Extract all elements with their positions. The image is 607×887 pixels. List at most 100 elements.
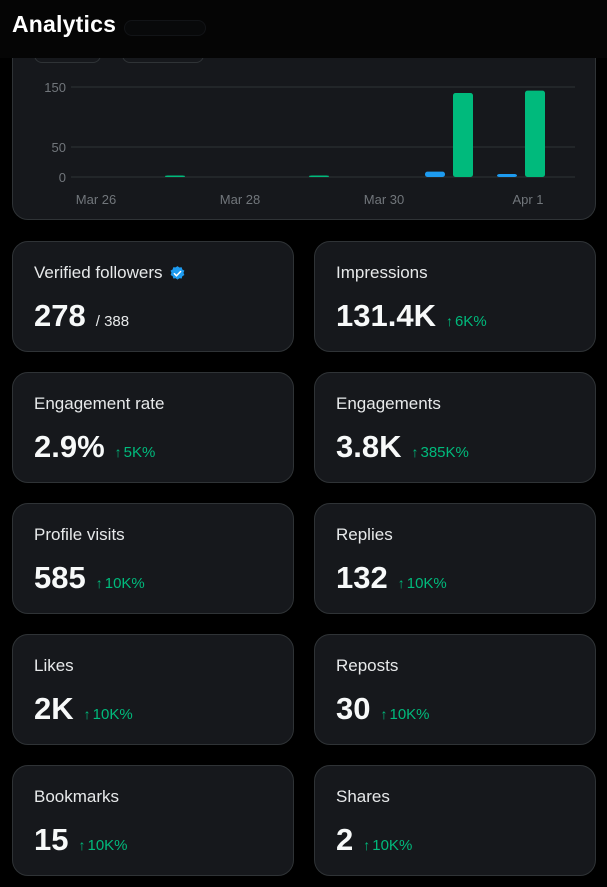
arrow-up-icon: ↑	[411, 444, 419, 460]
metric-delta: ↑ 385K%	[411, 444, 468, 461]
chart-bar[interactable]	[309, 175, 329, 178]
y-tick-label: 0	[59, 170, 66, 185]
metric-delta-value: 385K%	[420, 444, 469, 461]
metric-label: Shares	[336, 787, 390, 806]
metric-total: / 388	[95, 313, 130, 330]
metric-delta: ↑ 6K%	[446, 313, 487, 330]
metric-card-engagement-rate[interactable]: Engagement rate 2.9% ↑ 5K%	[12, 372, 294, 483]
chart-bar[interactable]	[497, 174, 517, 177]
metric-label-row: Engagement rate	[34, 394, 164, 414]
arrow-up-icon: ↑	[363, 837, 371, 853]
metric-card-bookmarks[interactable]: Bookmarks 15 ↑ 10K%	[12, 765, 294, 876]
metric-value: 30	[336, 691, 371, 726]
metric-delta: ↑ 10K%	[96, 575, 145, 592]
chart-bar[interactable]	[453, 93, 473, 177]
metric-value: 3.8K	[336, 429, 402, 464]
metric-label: Impressions	[336, 263, 428, 282]
metric-label-row: Engagements	[336, 394, 441, 414]
metric-value: 2K	[34, 691, 74, 726]
arrow-up-icon: ↑	[114, 444, 122, 460]
metric-delta: ↑ 10K%	[84, 706, 133, 723]
arrow-up-icon: ↑	[78, 837, 86, 853]
metric-delta-value: 10K%	[372, 837, 413, 854]
metric-label: Engagement rate	[34, 394, 165, 413]
metric-value: 585	[34, 560, 86, 595]
metric-label: Likes	[34, 656, 74, 675]
metric-label-row: Profile visits	[34, 525, 125, 545]
metric-value: 2	[336, 822, 354, 857]
metric-label-row: Likes	[34, 656, 74, 676]
impressions-chart-card: 0 50 150 Mar 26 Mar 28 Mar 30 Apr 1	[12, 30, 596, 220]
arrow-up-icon: ↑	[397, 575, 405, 591]
x-tick-label: Apr 1	[512, 192, 543, 207]
header-faded-element	[124, 20, 206, 36]
x-tick-label: Mar 26	[76, 192, 116, 207]
metric-delta-value: 10K%	[389, 706, 430, 723]
arrow-up-icon: ↑	[83, 706, 91, 722]
metric-label-row: Replies	[336, 525, 393, 545]
metric-label-row: Shares	[336, 787, 390, 807]
arrow-up-icon: ↑	[445, 313, 453, 329]
metric-label: Verified followers	[34, 263, 163, 282]
metric-label-row: Impressions	[336, 263, 428, 283]
page-title: Analytics	[12, 11, 117, 37]
y-tick-label: 50	[52, 140, 66, 155]
metric-delta-value: 10K%	[104, 575, 145, 592]
chart-bar[interactable]	[525, 90, 545, 177]
metric-value-row: 15 ↑ 10K%	[34, 822, 128, 858]
metric-value-row: 30 ↑ 10K%	[336, 691, 430, 727]
page-header: Analytics	[0, 0, 607, 58]
chart-bar[interactable]	[425, 171, 445, 177]
chart-gridlines	[71, 86, 575, 178]
metric-delta-value: 5K%	[123, 444, 156, 461]
arrow-up-icon: ↑	[95, 575, 103, 591]
metric-label: Bookmarks	[34, 787, 120, 806]
metric-delta: ↑ 5K%	[115, 444, 156, 461]
metric-value-row: 2 ↑ 10K%	[336, 822, 412, 858]
metric-value-row: 278 / 388	[34, 298, 129, 334]
metric-value: 2.9%	[34, 429, 105, 464]
x-tick-label: Mar 28	[220, 192, 260, 207]
metric-value-row: 3.8K ↑ 385K%	[336, 429, 469, 465]
metric-card-likes[interactable]: Likes 2K ↑ 10K%	[12, 634, 294, 745]
metric-label: Profile visits	[34, 525, 125, 544]
metric-label-row: Bookmarks	[34, 787, 119, 807]
metric-label: Replies	[336, 525, 393, 544]
y-tick-label: 150	[44, 80, 66, 95]
metric-card-replies[interactable]: Replies 132 ↑ 10K%	[314, 503, 596, 614]
metric-value-row: 585 ↑ 10K%	[34, 560, 145, 596]
metric-label-row: Reposts	[336, 656, 398, 676]
verified-badge-icon	[169, 265, 186, 282]
metric-card-impressions[interactable]: Impressions 131.4K ↑ 6K%	[314, 241, 596, 352]
metric-delta: ↑ 10K%	[380, 706, 429, 723]
chart-bars	[165, 90, 545, 178]
metric-value: 278	[34, 298, 86, 333]
metric-label-row: Verified followers	[34, 263, 186, 283]
chart-bar[interactable]	[165, 175, 185, 178]
x-tick-label: Mar 30	[364, 192, 404, 207]
metric-delta-value: 6K%	[454, 313, 487, 330]
bar-chart: 0 50 150 Mar 26 Mar 28 Mar 30 Apr 1	[44, 80, 575, 207]
metric-value-row: 2.9% ↑ 5K%	[34, 429, 155, 465]
metric-card-shares[interactable]: Shares 2 ↑ 10K%	[314, 765, 596, 876]
metric-delta-value: 10K%	[92, 706, 133, 723]
metric-delta: ↑ 10K%	[363, 837, 412, 854]
metric-card-profile-visits[interactable]: Profile visits 585 ↑ 10K%	[12, 503, 294, 614]
metric-value: 15	[34, 822, 69, 857]
metric-label: Reposts	[336, 656, 399, 675]
metric-value-row: 131.4K ↑ 6K%	[336, 298, 487, 334]
metric-card-engagements[interactable]: Engagements 3.8K ↑ 385K%	[314, 372, 596, 483]
arrow-up-icon: ↑	[380, 706, 388, 722]
metric-value-row: 132 ↑ 10K%	[336, 560, 447, 596]
metric-delta: ↑ 10K%	[398, 575, 447, 592]
chart-x-axis: Mar 26 Mar 28 Mar 30 Apr 1	[76, 192, 544, 207]
metric-card-reposts[interactable]: Reposts 30 ↑ 10K%	[314, 634, 596, 745]
chart-y-axis: 0 50 150	[44, 80, 66, 185]
metric-value: 132	[336, 560, 388, 595]
metric-value-row: 2K ↑ 10K%	[34, 691, 133, 727]
metric-delta: ↑ 10K%	[78, 837, 127, 854]
metric-value: 131.4K	[336, 298, 436, 333]
metric-card-verified-followers[interactable]: Verified followers 278 / 388	[12, 241, 294, 352]
metric-delta-value: 10K%	[406, 575, 447, 592]
metric-delta-value: 10K%	[87, 837, 128, 854]
